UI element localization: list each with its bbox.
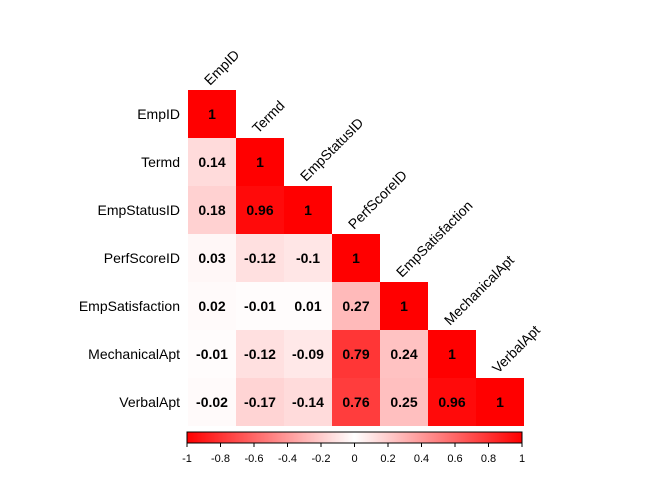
column-label: PerfScoreID [345,167,410,232]
heatmap-cell-MechanicalApt-Termd [236,330,284,378]
cell-value-label: -0.1 [296,250,320,266]
heatmap-cell-Termd-EmpID [188,138,236,186]
cell-value-label: -0.12 [244,250,276,266]
row-label: EmpID [137,106,180,122]
row-label: MechanicalApt [88,346,180,362]
colorbar-tick-label: 0.2 [380,453,395,465]
cell-value-label: 0.14 [198,154,225,170]
colorbar-tick-label: 1 [519,453,525,465]
heatmap-cell-VerbalApt-MechanicalApt [428,378,476,426]
cell-value-label: -0.02 [196,394,228,410]
heatmap-cell-VerbalApt-EmpSatisfaction [380,378,428,426]
heatmap-cell-VerbalApt-Termd [236,378,284,426]
heatmap-cell-MechanicalApt-PerfScoreID [332,330,380,378]
heatmap-cell-EmpStatusID-Termd [236,186,284,234]
cell-value-label: 1 [400,298,408,314]
colorbar-tick-label: -0.4 [278,453,297,465]
cell-value-label: 1 [256,154,264,170]
row-label: Termd [141,154,180,170]
heatmap-cell-PerfScoreID-Termd [236,234,284,282]
heatmap-cell-MechanicalApt-EmpStatusID [284,330,332,378]
cell-value-label: 0.27 [342,298,369,314]
colorbar-tick-label: 0.8 [481,453,496,465]
heatmap-cell-VerbalApt-PerfScoreID [332,378,380,426]
cell-value-label: -0.01 [244,298,276,314]
heatmap-cell-EmpSatisfaction-EmpStatusID [284,282,332,330]
heatmap-cell-EmpID-EmpID [188,90,236,138]
cell-value-label: 0.96 [246,202,273,218]
cell-value-label: 1 [208,106,216,122]
heatmap-cell-EmpSatisfaction-EmpSatisfaction [380,282,428,330]
heatmap-cell-EmpStatusID-EmpID [188,186,236,234]
heatmap-cell-VerbalApt-EmpStatusID [284,378,332,426]
heatmap-cell-Termd-Termd [236,138,284,186]
column-label: Termd [249,97,288,136]
heatmap-cell-EmpStatusID-EmpStatusID [284,186,332,234]
heatmap-cells: 1 0.14 1 0.18 0.96 1 0.03 -0.12 -0.1 1 0.02 -0.01 0.… [188,90,524,426]
heatmap-cell-EmpSatisfaction-Termd [236,282,284,330]
heatmap-cell-PerfScoreID-EmpStatusID [284,234,332,282]
row-labels: EmpID Termd EmpStatusID PerfScoreID EmpSatis… [79,106,180,410]
cell-value-label: 0.18 [198,202,225,218]
cell-value-label: 1 [496,394,504,410]
cell-value-label: 0.24 [390,346,417,362]
column-label: EmpID [201,47,243,89]
row-label: PerfScoreID [104,250,180,266]
cell-value-label: -0.01 [196,346,228,362]
cell-value-label: 1 [448,346,456,362]
cell-value-label: 1 [304,202,312,218]
colorbar-tick-label: 0 [351,453,357,465]
heatmap-cell-MechanicalApt-EmpID [188,330,236,378]
row-label: VerbalApt [119,394,180,410]
column-label: MechanicalApt [441,252,517,328]
cell-value-label: -0.17 [244,394,276,410]
cell-value-label: 0.25 [390,394,417,410]
colorbar-tick-label: -0.2 [312,453,331,465]
row-label: EmpSatisfaction [79,298,180,314]
column-label: EmpStatusID [297,114,367,184]
column-label: EmpSatisfaction [393,197,476,280]
colorbar-tick-label: -1 [182,453,192,465]
colorbar-tick-label: -0.6 [245,453,264,465]
cell-value-label: -0.12 [244,346,276,362]
heatmap-cell-VerbalApt-EmpID [188,378,236,426]
heatmap-cell-PerfScoreID-EmpID [188,234,236,282]
colorbar-tick-label: -0.8 [211,453,230,465]
cell-value-label: 0.01 [294,298,321,314]
cell-value-label: 0.03 [198,250,225,266]
column-label: VerbalApt [489,322,543,376]
cell-value-label: 1 [352,250,360,266]
heatmap-cell-VerbalApt-VerbalApt [476,378,524,426]
colorbar-tick-label: 0.6 [447,453,462,465]
heatmap-cell-EmpSatisfaction-EmpID [188,282,236,330]
heatmap-cell-PerfScoreID-PerfScoreID [332,234,380,282]
colorbar-tick-label: 0.4 [414,453,429,465]
cell-value-label: -0.09 [292,346,324,362]
heatmap-cell-EmpSatisfaction-PerfScoreID [332,282,380,330]
cell-value-label: 0.02 [198,298,225,314]
heatmap-cell-MechanicalApt-EmpSatisfaction [380,330,428,378]
heatmap-cell-MechanicalApt-MechanicalApt [428,330,476,378]
cell-value-label: 0.96 [438,394,465,410]
cell-value-label: -0.14 [292,394,324,410]
colorbar-gradient [186,431,523,444]
colorbar: -1 -0.8 -0.6 -0.4 -0.2 0 0.2 0.4 0.6 0.8 1 [182,431,525,465]
cell-value-label: 0.79 [342,346,369,362]
row-label: EmpStatusID [98,202,180,218]
cell-value-label: 0.76 [342,394,369,410]
